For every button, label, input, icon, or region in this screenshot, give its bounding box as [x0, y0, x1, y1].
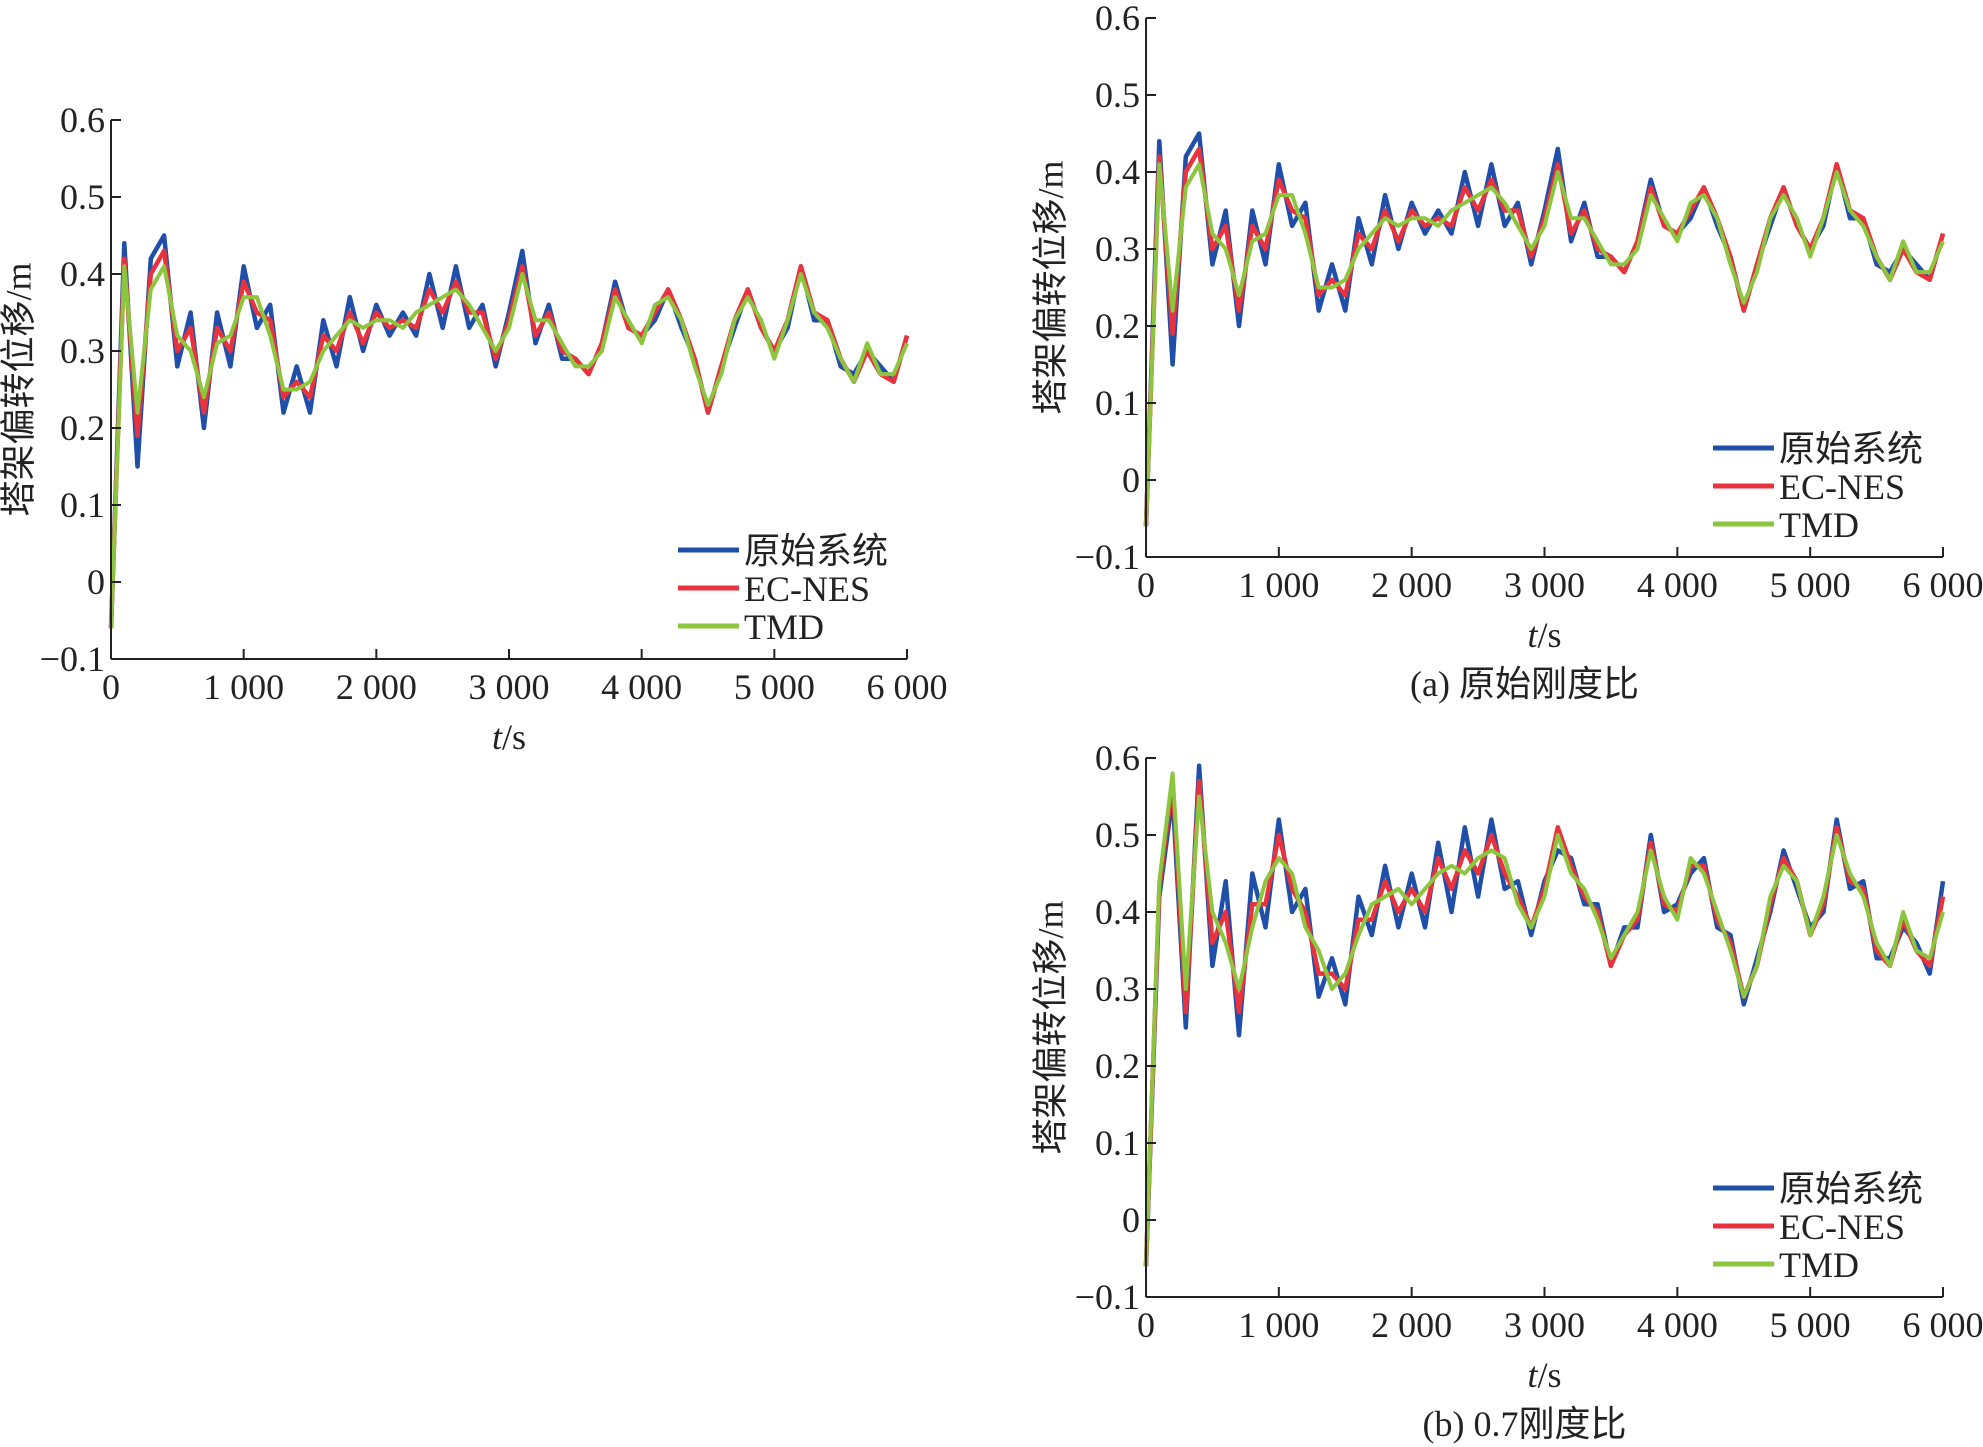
x-tick-label: 4 000 — [601, 667, 682, 707]
legend-label: EC-NES — [1779, 1207, 1905, 1247]
y-tick-label: 0 — [1122, 460, 1140, 500]
y-tick-label: 0.5 — [60, 177, 105, 217]
x-tick-label: 0 — [1137, 1305, 1155, 1345]
y-tick-label: −0.1 — [1075, 1277, 1140, 1317]
legend-label: EC-NES — [1779, 467, 1905, 507]
x-axis-label: t/s — [1527, 615, 1561, 655]
y-tick-label: 0 — [87, 562, 105, 602]
x-tick-label: 5 000 — [1770, 1305, 1851, 1345]
x-tick-label: 4 000 — [1637, 565, 1718, 605]
x-tick-label: 5 000 — [734, 667, 815, 707]
legend-label: 原始系统 — [1779, 429, 1923, 469]
x-tick-label: 3 000 — [1504, 565, 1585, 605]
y-tick-label: 0.1 — [1095, 1123, 1140, 1163]
y-tick-label: 0.4 — [60, 254, 105, 294]
chart-a: −0.100.10.20.30.40.50.60 1 000 2 000 3 000 4… — [1030, 0, 1983, 704]
x-tick-label: 1 000 — [1238, 1305, 1319, 1345]
x-axis-label-var: t — [1527, 615, 1538, 655]
y-tick-label: 0.6 — [1095, 0, 1140, 38]
legend-label: TMD — [744, 607, 824, 647]
y-tick-label: 0.2 — [1095, 1046, 1140, 1086]
y-tick-label: 0.1 — [1095, 383, 1140, 423]
y-tick-label: −0.1 — [1075, 537, 1140, 577]
series-line-2 — [1144, 771, 1945, 1267]
y-tick-label: −0.1 — [40, 639, 105, 679]
x-tick-label: 2 000 — [1371, 1305, 1452, 1345]
x-tick-label: 4 000 — [1637, 1305, 1718, 1345]
y-axis-label: 塔架偏转位移/m — [0, 262, 38, 516]
subfigure-caption: (b) 0.7刚度比 — [1423, 1404, 1627, 1444]
y-tick-label: 0.3 — [1095, 969, 1140, 1009]
y-axis-label: 塔架偏转位移/m — [1030, 900, 1070, 1154]
legend-label: TMD — [1779, 1245, 1859, 1285]
x-tick-label: 1 000 — [1238, 565, 1319, 605]
x-tick-label: 5 000 — [1770, 565, 1851, 605]
x-tick-label: 3 000 — [1504, 1305, 1585, 1345]
y-tick-label: 0.2 — [1095, 306, 1140, 346]
x-tick-label: 0 — [102, 667, 120, 707]
x-tick-label: 1 000 — [203, 667, 284, 707]
x-tick-label: 0 — [1137, 565, 1155, 605]
legend-label: EC-NES — [744, 569, 870, 609]
subfigure-caption: (a) 原始刚度比 — [1410, 664, 1639, 704]
x-axis-label-unit: /s — [502, 717, 526, 757]
chart-left: −0.100.10.20.30.40.50.60 1 000 2 000 3 000 4… — [0, 100, 948, 757]
y-tick-label: 0.5 — [1095, 75, 1140, 115]
y-axis-label: 塔架偏转位移/m — [1030, 160, 1070, 414]
series-line-2 — [109, 264, 909, 629]
x-tick-label: 6 000 — [867, 667, 948, 707]
y-tick-label: 0.3 — [1095, 229, 1140, 269]
x-axis-label-var: t — [492, 717, 503, 757]
x-tick-label: 3 000 — [469, 667, 550, 707]
y-tick-label: 0.4 — [1095, 892, 1140, 932]
y-tick-label: 0.5 — [1095, 815, 1140, 855]
x-tick-label: 6 000 — [1903, 1305, 1983, 1345]
x-tick-label: 6 000 — [1903, 565, 1983, 605]
series-line-2 — [1144, 162, 1945, 527]
x-tick-label: 2 000 — [1371, 565, 1452, 605]
x-axis-label-unit: /s — [1538, 1355, 1562, 1395]
x-axis-label: t/s — [492, 717, 526, 757]
y-tick-label: 0.4 — [1095, 152, 1140, 192]
x-axis-label-var: t — [1527, 1355, 1538, 1395]
legend-label: TMD — [1779, 505, 1859, 545]
y-tick-label: 0.2 — [60, 408, 105, 448]
y-tick-label: 0.1 — [60, 485, 105, 525]
chart-b: −0.100.10.20.30.40.50.60 1 000 2 000 3 000 4… — [1030, 738, 1983, 1444]
legend-label: 原始系统 — [744, 531, 888, 571]
x-tick-label: 2 000 — [336, 667, 417, 707]
x-axis-label: t/s — [1527, 1355, 1561, 1395]
y-tick-label: 0.6 — [1095, 738, 1140, 778]
y-tick-label: 0 — [1122, 1200, 1140, 1240]
y-tick-label: 0.6 — [60, 100, 105, 140]
legend-label: 原始系统 — [1779, 1169, 1923, 1209]
y-tick-label: 0.3 — [60, 331, 105, 371]
x-axis-label-unit: /s — [1538, 615, 1562, 655]
